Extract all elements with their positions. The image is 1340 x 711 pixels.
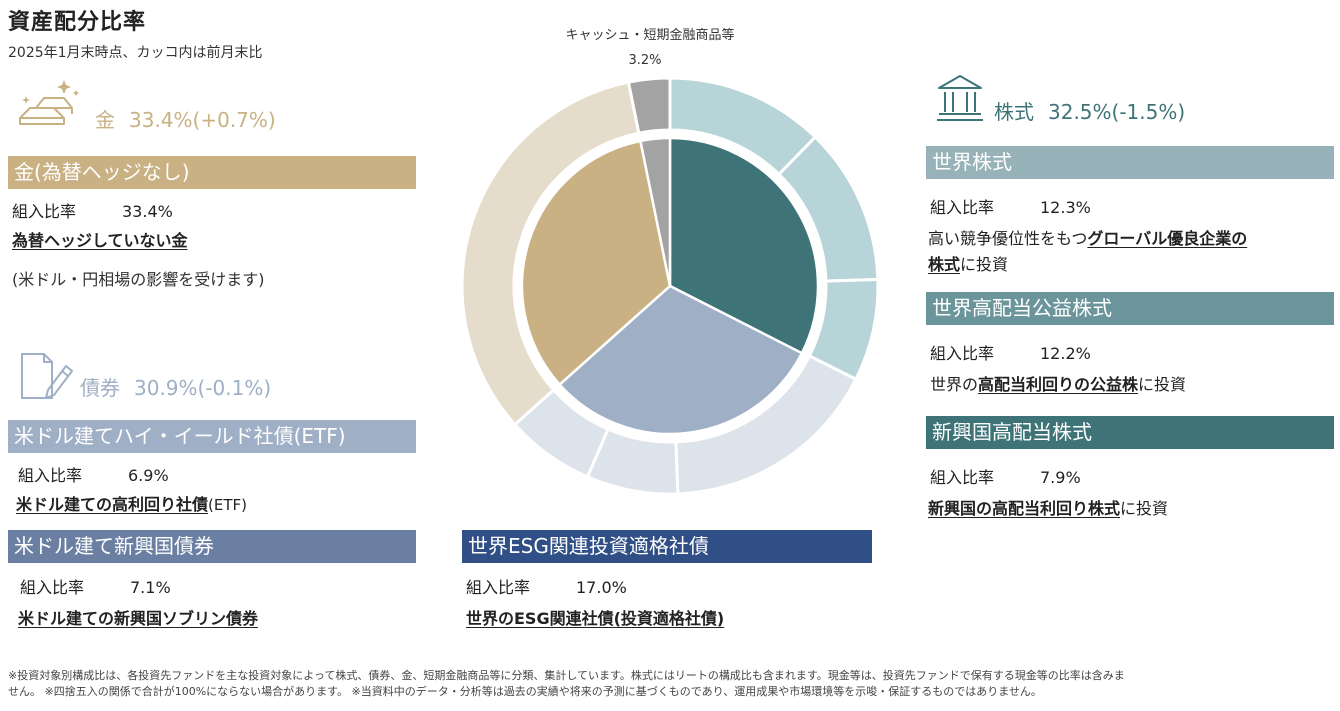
- fund-ratio-esg: 組入比率 17.0%: [466, 574, 627, 598]
- inner-ring-slice-3: [638, 136, 672, 287]
- bond-category-name: 債券: [80, 376, 120, 400]
- fund-desc-prefix: 高い競争優位性をもつ: [928, 229, 1088, 248]
- cash-annotation-label: キャッシュ・短期金融商品等: [565, 28, 735, 43]
- ratio-label: 組入比率: [18, 466, 83, 485]
- fund-desc-suffix: に投資: [960, 255, 1009, 274]
- fund-ratio-high-yield: 組入比率 6.9%: [18, 462, 169, 486]
- fund-desc-suffix: に投資: [1120, 499, 1169, 518]
- fund-desc-underlined: 高配当利回りの公益株: [978, 375, 1139, 394]
- fund-title-bar-esg: 世界ESG関連投資適格社債: [462, 530, 872, 563]
- fund-title-bar-world-equity: 世界株式: [926, 146, 1334, 179]
- fund-desc-underlined: 為替ヘッジしていない金: [12, 231, 188, 250]
- page-title: 資産配分比率: [8, 10, 147, 35]
- fund-title-bar-gold: 金(為替ヘッジなし): [8, 156, 416, 189]
- gold-bars-icon: [14, 78, 80, 130]
- fund-desc-underlined: 米ドル建ての新興国ソブリン債券: [18, 609, 259, 628]
- fund-desc-em-equity: 新興国の高配当利回り株式に投資: [928, 496, 1168, 522]
- fund-title-bar-em-bond: 米ドル建て新興国債券: [8, 530, 416, 563]
- stock-category-value: 32.5%(-1.5%): [1048, 100, 1186, 124]
- outer-ring-slice-6: [460, 80, 641, 427]
- fund-desc-utility: 世界の高配当利回りの公益株に投資: [930, 372, 1186, 398]
- gold-category-value: 33.4%(+0.7%): [129, 108, 276, 132]
- bank-building-icon: [935, 72, 985, 124]
- inner-ring-slice-1: [557, 284, 804, 436]
- fund-ratio-utility: 組入比率 12.2%: [930, 340, 1091, 364]
- stock-category-heading: 株式 32.5%(-1.5%): [994, 96, 1185, 125]
- ratio-value: 33.4%: [122, 202, 173, 221]
- stock-category-name: 株式: [994, 100, 1034, 124]
- fund-desc-underlined-2: 株式: [928, 255, 961, 274]
- inner-ring-slice-2: [520, 139, 672, 387]
- fund-desc-prefix: 世界の: [930, 375, 979, 394]
- bond-category-heading: 債券 30.9%(-0.1%): [80, 372, 271, 401]
- ratio-value: 12.2%: [1040, 344, 1091, 363]
- document-pen-icon: [18, 350, 74, 402]
- ratio-label: 組入比率: [466, 578, 531, 597]
- ratio-value: 7.9%: [1040, 468, 1081, 487]
- fund-title-bar-high-yield: 米ドル建てハイ・イールド社債(ETF): [8, 420, 416, 453]
- fund-note-gold: (米ドル・円相場の影響を受けます): [12, 270, 265, 289]
- fund-desc-high-yield: 米ドル建ての高利回り社債(ETF): [16, 492, 247, 518]
- ratio-value: 12.3%: [1040, 198, 1091, 217]
- fund-desc-em-bond: 米ドル建ての新興国ソブリン債券: [18, 606, 258, 632]
- fund-desc-underlined: 米ドル建ての高利回り社債: [16, 495, 209, 514]
- fund-ratio-em-bond: 組入比率 7.1%: [20, 574, 171, 598]
- footer-line-2: せん。 ※四捨五入の関係で合計が100%にならない場合があります。 ※当資料中の…: [8, 685, 1042, 698]
- ratio-label: 組入比率: [12, 202, 77, 221]
- bond-category-value: 30.9%(-0.1%): [134, 376, 272, 400]
- gold-category-name: 金: [95, 108, 115, 132]
- ratio-label: 組入比率: [930, 344, 995, 363]
- asset-allocation-donut-chart: [460, 76, 880, 496]
- ratio-label: 組入比率: [930, 468, 995, 487]
- cash-annotation-value: 3.2%: [628, 53, 662, 68]
- gold-category-heading: 金 33.4%(+0.7%): [95, 104, 276, 133]
- fund-desc-suffix: に投資: [1138, 375, 1187, 394]
- outer-ring-slice-7: [626, 76, 672, 135]
- inner-ring-slice-0: [668, 136, 820, 355]
- fund-desc-suffix: (ETF): [208, 496, 247, 514]
- fund-desc-underlined: 新興国の高配当利回り株式: [928, 499, 1121, 518]
- ratio-value: 7.1%: [130, 578, 171, 597]
- fund-ratio-em-equity: 組入比率 7.9%: [930, 464, 1081, 488]
- fund-desc-world-equity: 高い競争優位性をもつグローバル優良企業の株式に投資: [928, 226, 1338, 278]
- fund-title-bar-em-equity: 新興国高配当株式: [926, 416, 1334, 449]
- fund-ratio-gold: 組入比率 33.4%: [12, 198, 173, 222]
- page-subtitle: 2025年1月末時点、カッコ内は前月末比: [8, 45, 263, 61]
- footer-line-1: ※投資対象別構成比は、各投資先ファンドを主な投資対象によって株式、債券、金、短期…: [8, 669, 1125, 682]
- ratio-label: 組入比率: [20, 578, 85, 597]
- fund-desc-gold: 為替ヘッジしていない金: [12, 228, 188, 254]
- ratio-label: 組入比率: [930, 198, 995, 217]
- fund-desc-underlined: グローバル優良企業の: [1087, 229, 1248, 248]
- footer-disclaimer: ※投資対象別構成比は、各投資先ファンドを主な投資対象によって株式、債券、金、短期…: [8, 668, 1334, 700]
- ratio-value: 6.9%: [128, 466, 169, 485]
- fund-desc-esg: 世界のESG関連社債(投資適格社債): [466, 606, 724, 632]
- fund-desc-underlined: 世界のESG関連社債(投資適格社債): [466, 609, 725, 628]
- ratio-value: 17.0%: [576, 578, 627, 597]
- fund-title-bar-utility: 世界高配当公益株式: [926, 292, 1334, 325]
- fund-ratio-world-equity: 組入比率 12.3%: [930, 194, 1091, 218]
